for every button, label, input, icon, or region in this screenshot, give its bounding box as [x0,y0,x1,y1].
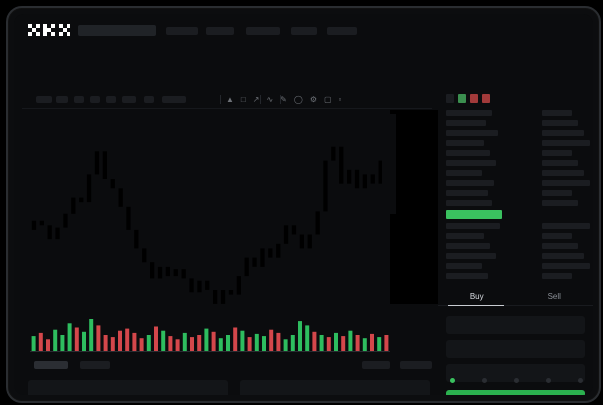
orderbook-row-size [542,170,584,176]
render-artifact-overlay [390,110,442,304]
orderbook-row[interactable] [446,140,484,146]
chart-panel: ▲□↗∿✎◯⚙▢▫ [22,90,432,355]
interval-button-2[interactable] [56,96,68,103]
orderbook-row-size [542,243,578,249]
market-header-bar: Spot Trading ▾ ▾ [14,58,593,126]
orderbook-row-size [542,263,590,269]
submit-buy-button[interactable] [446,390,585,395]
orderbook-row-size [542,233,572,239]
orderbook-row[interactable] [446,223,500,229]
orderbook-row-size [542,110,572,116]
asks-depth-icon[interactable] [470,94,478,103]
candlestick-chart[interactable] [30,112,424,327]
orderbook-row-size [542,200,578,206]
orderbook-row-size [542,130,584,136]
nav-item-1[interactable] [166,27,198,35]
nav-item-2[interactable] [206,27,234,35]
orderbook-row[interactable] [446,263,482,269]
orderbook-row-size [542,190,572,196]
orderbook-row[interactable] [446,233,484,239]
tab-sell[interactable]: Sell [547,292,561,301]
asks-only-icon[interactable] [482,94,490,103]
orderbook-row[interactable] [446,200,492,206]
orderbook-row[interactable] [446,180,494,186]
device-screen: Spot Trading ▾ ▾ [14,14,593,395]
tab-buy[interactable]: Buy [469,292,484,301]
active-tab-underline [448,305,504,306]
bids-depth-icon[interactable] [458,94,466,103]
orderbook-row-size [542,140,590,146]
orderbook-row-size [542,150,572,156]
orderbook-row[interactable] [446,120,486,126]
tab-order-history[interactable] [80,361,110,369]
okx-logo-icon[interactable] [28,24,70,37]
search-input[interactable] [78,25,156,36]
order-book[interactable] [438,110,593,286]
orderbook-row[interactable] [446,190,488,196]
interval-button-1[interactable] [36,96,52,103]
buy-sell-tabs: Buy Sell [438,290,593,308]
interval-button-4[interactable] [90,96,100,103]
interval-button-6[interactable] [122,96,136,103]
tab-action-1[interactable] [362,361,390,369]
tablet-device-frame: Spot Trading ▾ ▾ [6,6,601,403]
orderbook-row-size [542,120,578,126]
top-navigation-bar [14,14,593,46]
orderbook-row[interactable] [446,130,498,136]
orderbook-row[interactable] [446,110,492,116]
price-input[interactable] [446,316,585,334]
positions-tabs [22,358,432,372]
order-panel: Buy Sell [438,90,593,395]
orderbook-row-size [542,160,578,166]
volume-histogram [30,319,390,352]
orderbook-row[interactable] [446,160,496,166]
bottom-card-left[interactable] [28,380,228,395]
nav-item-3[interactable] [246,27,280,35]
nav-item-4[interactable] [291,27,317,35]
orderbook-row[interactable] [446,243,490,249]
orderbook-row[interactable] [446,150,490,156]
indicators-button[interactable] [162,96,186,103]
tab-open-orders[interactable] [34,361,68,369]
orderbook-row[interactable] [446,170,482,176]
render-artifact-overlay-2 [382,114,396,214]
total-input[interactable] [446,364,585,382]
tab-action-2[interactable] [400,361,432,369]
orderbook-view-toggles [438,90,593,108]
both-depth-icon[interactable] [446,94,454,103]
orderbook-spread-row [446,210,502,219]
drawing-tools-icons[interactable]: ▲□↗∿✎◯⚙▢▫ [226,95,349,104]
chart-toolbar: ▲□↗∿✎◯⚙▢▫ [22,90,432,109]
orderbook-row[interactable] [446,253,496,259]
orderbook-row-size [542,273,572,279]
nav-item-5[interactable] [327,27,357,35]
amount-slider[interactable] [438,376,593,386]
interval-button-3[interactable] [74,96,84,103]
interval-button-5[interactable] [106,96,116,103]
bottom-card-right[interactable] [240,380,430,395]
orderbook-row-size [542,223,590,229]
orderbook-row[interactable] [446,273,488,279]
interval-button-7[interactable] [144,96,154,103]
orderbook-row-size [542,253,584,259]
orderbook-row-size [542,180,590,186]
amount-input[interactable] [446,340,585,358]
